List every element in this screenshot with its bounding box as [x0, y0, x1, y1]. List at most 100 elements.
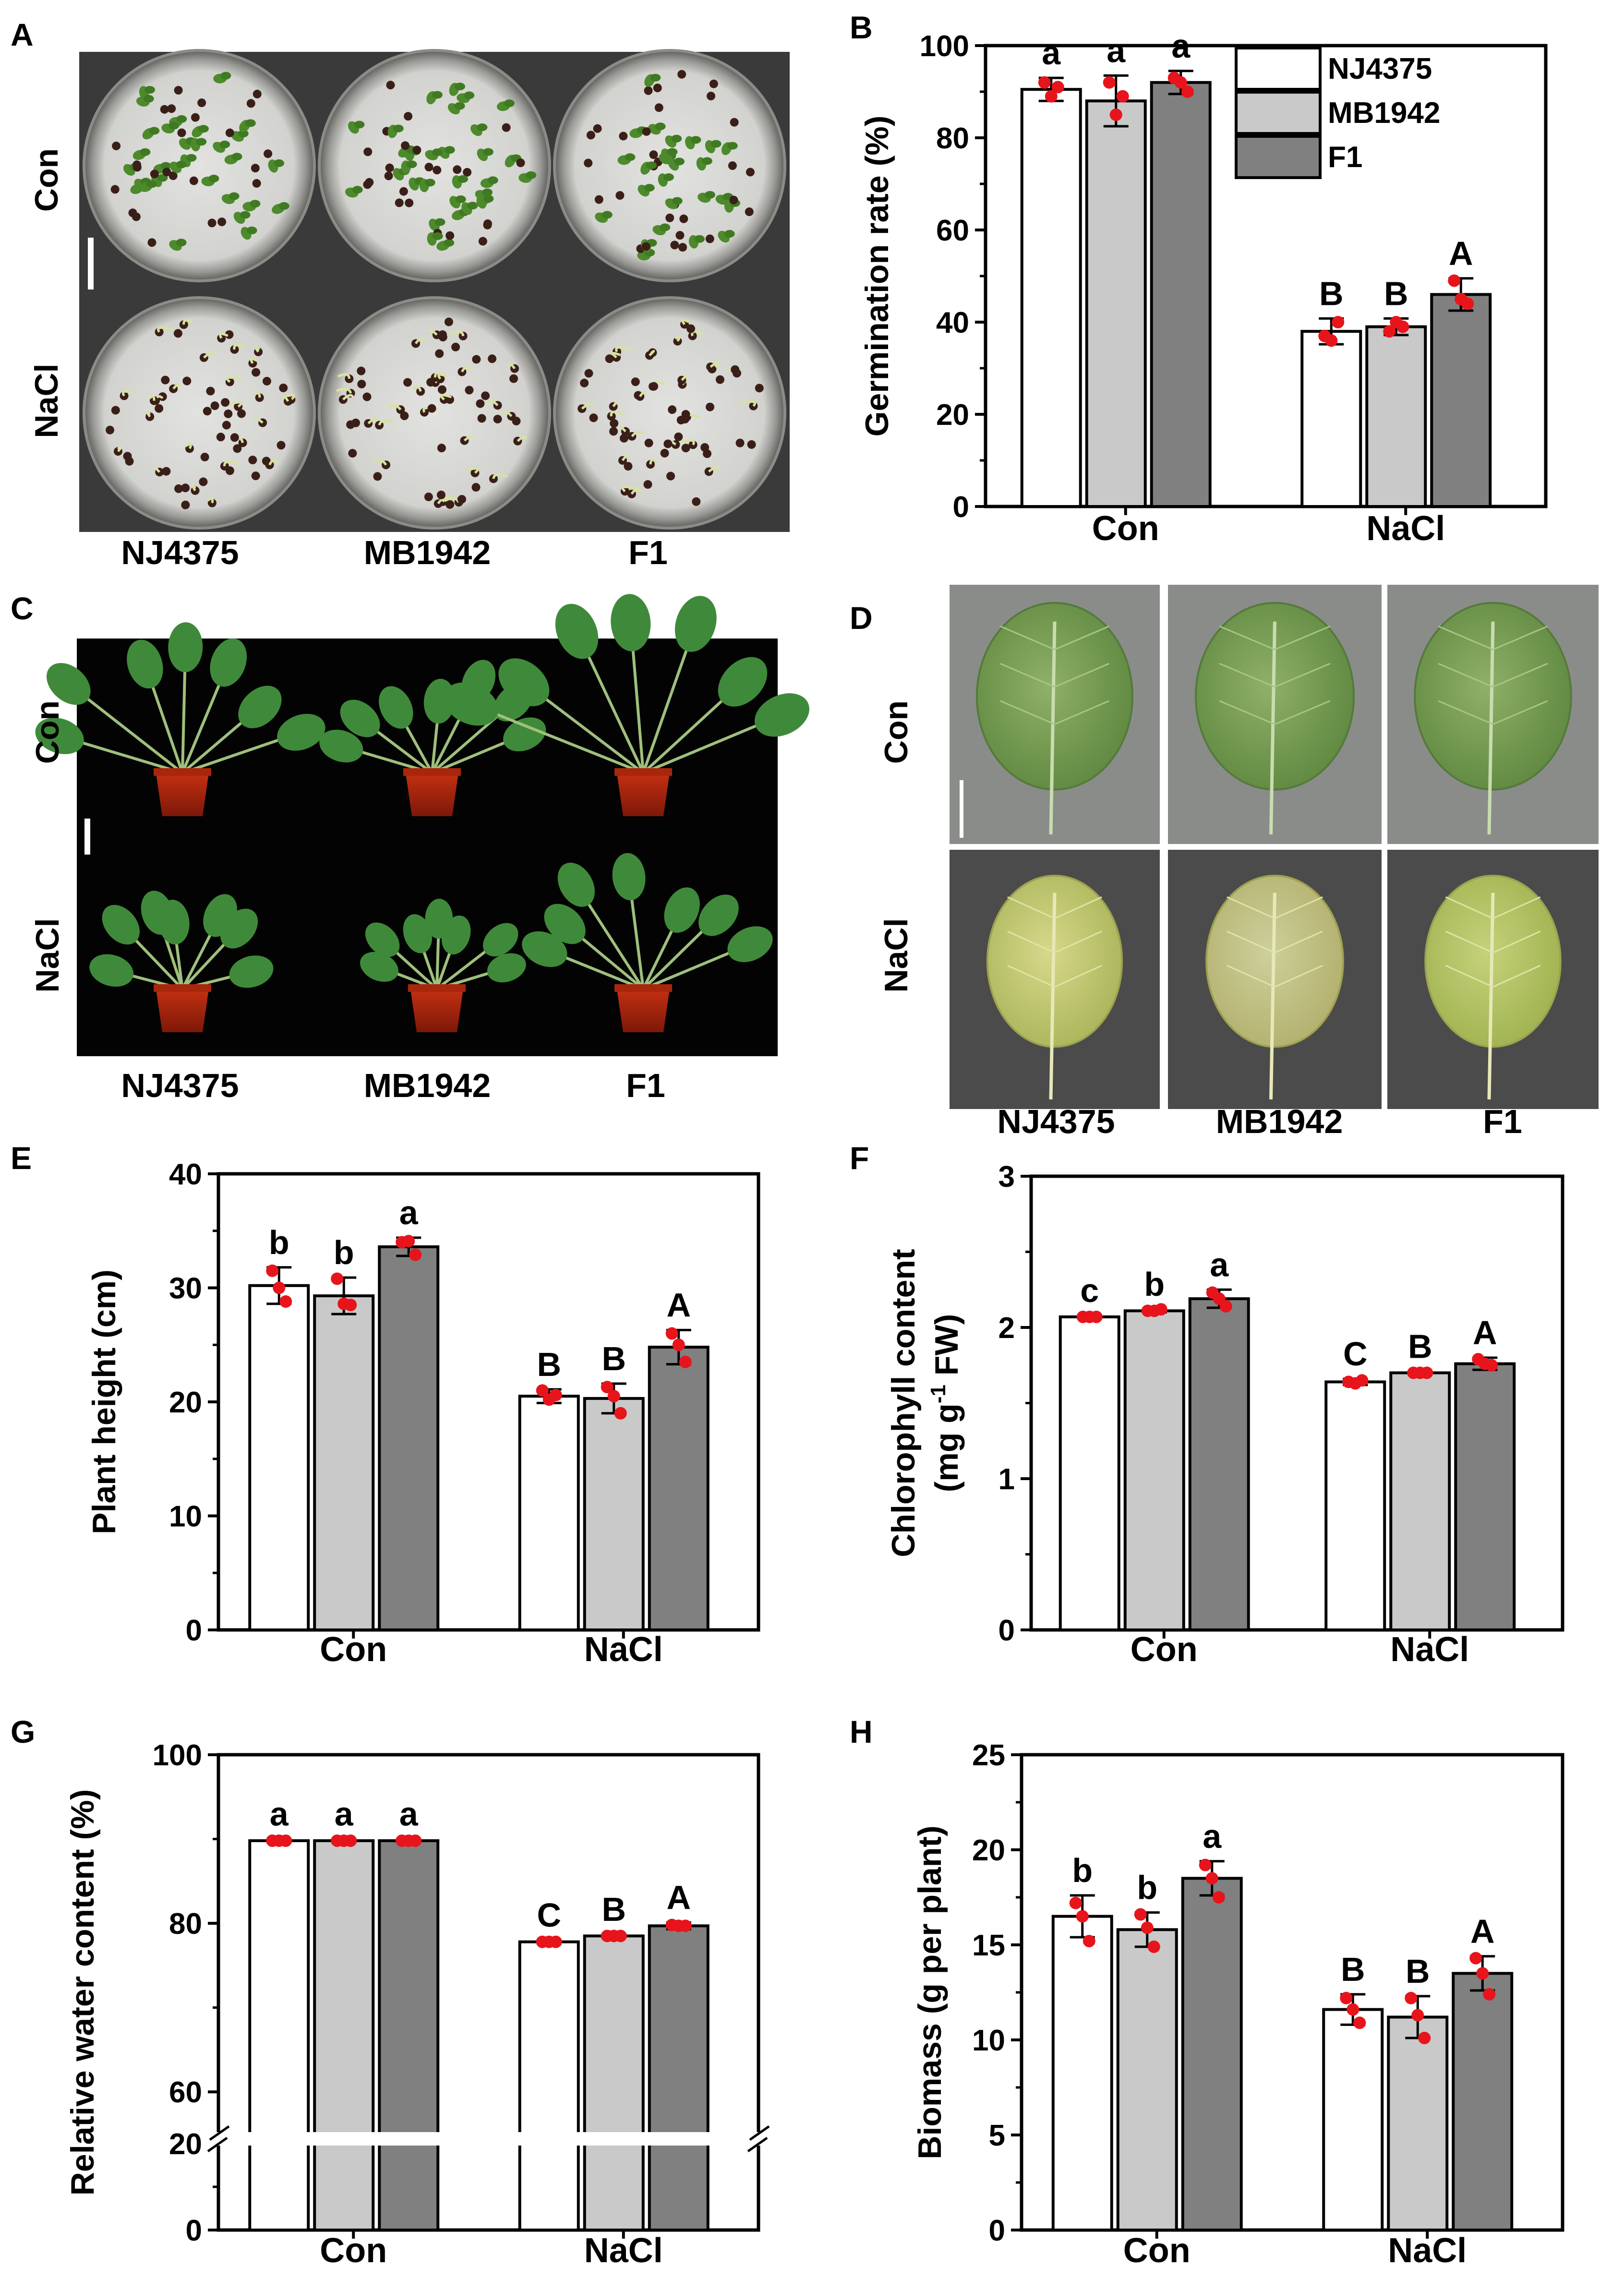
sprout — [226, 376, 242, 383]
sprout — [268, 459, 279, 466]
seedling — [274, 159, 285, 167]
sprout — [615, 346, 631, 352]
data-point — [331, 1272, 344, 1285]
data-point — [679, 1919, 692, 1932]
seed — [609, 427, 618, 436]
sprout — [219, 332, 229, 339]
leaf-vein — [1492, 896, 1541, 919]
sprout — [414, 338, 426, 344]
flower-pot — [617, 773, 670, 816]
seed — [451, 342, 460, 351]
seedling — [646, 161, 657, 169]
plant-leaf — [379, 686, 413, 729]
seedling — [454, 83, 465, 91]
seed — [200, 452, 209, 461]
bar — [313, 1294, 375, 1631]
significance-letter: b — [334, 1234, 354, 1271]
seed — [679, 214, 688, 223]
data-point — [1448, 274, 1461, 287]
seedling — [504, 99, 515, 108]
data-point — [273, 1281, 286, 1294]
seedling — [674, 157, 685, 166]
seed — [197, 98, 206, 108]
flower-pot — [156, 773, 209, 816]
sprout — [240, 437, 244, 444]
seed — [238, 438, 247, 447]
seed — [357, 379, 366, 388]
plant-leaf — [557, 862, 595, 907]
seed — [483, 219, 492, 228]
panel-letter-f: F — [850, 1140, 869, 1176]
seedling — [143, 95, 154, 103]
plant-leaf — [544, 904, 586, 944]
seedling — [246, 226, 257, 234]
seed — [167, 104, 176, 113]
panel-a: A Con NaCl NJ4375 MB1942 F1 — [11, 17, 790, 571]
sprout — [710, 361, 721, 368]
plant-leaf — [727, 926, 773, 963]
col-label-nj4375: NJ4375 — [997, 1103, 1115, 1140]
bar — [1051, 1915, 1113, 2232]
data-point — [409, 1834, 422, 1847]
seed — [594, 195, 603, 204]
seed — [584, 158, 593, 168]
bar — [313, 1839, 375, 2231]
x-category-label: NaCl — [1388, 2231, 1467, 2270]
seed — [624, 462, 633, 471]
sprout — [448, 330, 465, 337]
seedling — [186, 154, 197, 162]
seed — [150, 169, 159, 179]
bar — [1454, 1362, 1516, 1632]
seed — [436, 490, 445, 499]
sprout — [337, 373, 350, 379]
leaf-vein — [1007, 965, 1055, 988]
plant-leaf — [365, 922, 400, 957]
data-point — [266, 1264, 279, 1277]
seed — [472, 355, 481, 364]
seedling — [444, 146, 455, 154]
seed — [111, 406, 120, 415]
sprout — [378, 420, 394, 426]
x-category-label: NaCl — [584, 2231, 663, 2270]
bar — [1322, 2008, 1384, 2232]
seed — [676, 416, 686, 425]
panel-letter-d: D — [850, 600, 873, 636]
seed — [705, 234, 714, 243]
sprout — [157, 326, 173, 333]
data-point — [1418, 2032, 1431, 2045]
sprout — [336, 387, 352, 394]
seed — [747, 440, 756, 449]
legend-swatch — [1235, 91, 1322, 135]
seed — [619, 132, 628, 141]
scale-bar — [84, 819, 90, 855]
sprout — [148, 395, 156, 401]
seedling — [432, 232, 443, 240]
seed — [649, 150, 658, 159]
seedling — [176, 239, 187, 247]
legend-swatch — [1235, 47, 1322, 91]
panel-letter-a: A — [11, 17, 34, 52]
leaf-vein — [1445, 965, 1493, 988]
seed — [654, 103, 663, 112]
seedling — [238, 130, 249, 138]
data-point — [1405, 1991, 1418, 2004]
seed — [132, 212, 141, 221]
leaf-midrib — [1269, 892, 1276, 1100]
seed — [493, 414, 502, 423]
chart-g: G 0 20 60 80 100 Relative water content (%) Co… — [11, 1714, 773, 2270]
seed — [663, 439, 673, 448]
data-point — [1141, 1921, 1154, 1934]
sprout — [621, 455, 631, 461]
seed — [189, 176, 198, 185]
leaf-vein — [1492, 626, 1548, 651]
seed — [277, 441, 286, 450]
scale-bar — [960, 780, 963, 838]
bar — [378, 1839, 440, 2231]
seed — [700, 443, 710, 452]
y-tick-label: 15 — [972, 1929, 1005, 1962]
seed — [217, 217, 227, 227]
sprout — [250, 358, 258, 364]
seed — [222, 421, 231, 430]
plant-leaf — [503, 717, 546, 752]
seedling — [694, 235, 705, 243]
